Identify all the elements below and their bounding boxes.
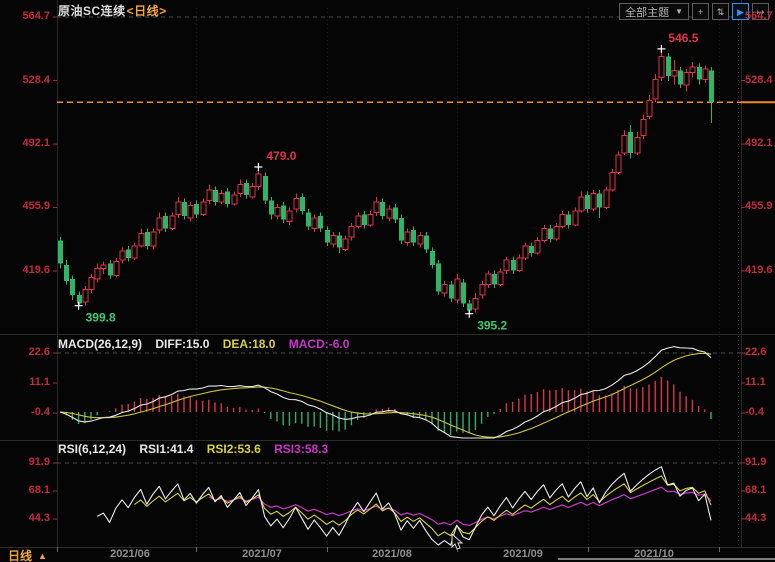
crosshair-icon: +	[697, 6, 704, 17]
themes-dropdown[interactable]: 全部主题 ▼	[619, 3, 689, 20]
date-axis-label: 2021/06	[110, 548, 150, 560]
extreme-price-annotation: 479.0	[266, 149, 296, 163]
date-axis-label: 2021/07	[242, 548, 282, 560]
date-axis-label: 2021/09	[503, 548, 543, 560]
extreme-price-annotation: 395.2	[477, 319, 507, 333]
price-axis-label-left: 492.1	[22, 137, 50, 150]
chevron-down-icon: ▼	[675, 7, 683, 16]
macd-axis-label-right: 22.6	[745, 346, 767, 359]
crosshair-tool-button[interactable]: +	[692, 3, 709, 20]
price-axis-label-left: 419.6	[22, 263, 50, 276]
auto-scale-tool-button[interactable]: ▶	[732, 3, 749, 20]
rsi-axis-label-left: 91.9	[28, 455, 50, 468]
auto-scale-icon: ▶	[737, 6, 744, 17]
h-scrollbar[interactable]	[558, 558, 775, 560]
macd-indicator-labels: MACD(26,12,9) DIFF:15.0 DEA:18.0 MACD:-6…	[58, 337, 359, 351]
period-tag: <日线>	[126, 4, 167, 18]
rsi-title: RSI(6,12,24)	[58, 442, 127, 456]
price-axis-label-right: 492.1	[745, 137, 773, 150]
toolbar: 全部主题 ▼ + ⇅ ▶ ↦	[619, 3, 769, 20]
macd-axis-label-left: 22.6	[28, 346, 50, 359]
rsi1-value: RSI1:41.4	[139, 442, 194, 456]
price-axis-label-right: 455.9	[745, 200, 773, 213]
themes-dropdown-label: 全部主题	[625, 6, 670, 19]
date-axis-label: 2021/08	[372, 548, 412, 560]
extreme-price-annotation: 546.5	[668, 31, 698, 45]
macd-macd-value: MACD:-6.0	[288, 337, 350, 351]
macd-diff-value: DIFF:15.0	[155, 337, 210, 351]
price-axis-label-left: 455.9	[22, 200, 50, 213]
pan-right-icon: ↦	[756, 6, 765, 17]
price-axis-label-right: 528.4	[745, 73, 773, 86]
symbol-name: 原油SC连续	[58, 4, 126, 18]
rsi-axis-label-left: 44.3	[28, 512, 50, 524]
date-axis-label: 2021/10	[634, 548, 674, 560]
price-axis-label-right: 564.7	[745, 10, 773, 22]
period-label: 日线	[8, 549, 33, 562]
macd-title: MACD(26,12,9)	[58, 337, 143, 351]
macd-axis-label-left: 11.1	[29, 376, 50, 389]
rsi-axis-label-left: 68.1	[28, 483, 50, 496]
mouse-cursor	[451, 532, 464, 550]
axis-scale-tool-button[interactable]: ⇅	[712, 3, 729, 20]
rsi-indicator-labels: RSI(6,12,24) RSI1:41.4 RSI2:53.6 RSI3:58…	[58, 442, 338, 456]
pan-right-tool-button[interactable]: ↦	[752, 3, 769, 20]
extreme-price-annotation: 399.8	[86, 311, 116, 325]
macd-dea-value: DEA:18.0	[222, 337, 276, 351]
rsi-axis-label-right: 68.1	[745, 483, 767, 496]
axis-scale-icon: ⇅	[716, 6, 725, 17]
rsi-axis-label-right: 91.9	[745, 455, 767, 468]
rsi3-value: RSI3:58.3	[274, 442, 329, 456]
macd-axis-label-left: -0.4	[31, 406, 50, 419]
price-axis-label-right: 419.6	[745, 263, 773, 276]
rsi2-value: RSI2:53.6	[206, 442, 261, 456]
macd-axis-label-right: -0.4	[745, 406, 764, 419]
rsi-axis-label-right: 44.3	[745, 512, 767, 524]
price-axis-label-left: 564.7	[22, 10, 50, 22]
chart-title: 原油SC连续<日线>	[58, 2, 167, 19]
triangle-up-icon: ▲	[38, 550, 47, 561]
period-selector[interactable]: 日线 ▲	[8, 547, 47, 562]
price-axis-label-left: 528.4	[22, 73, 50, 86]
macd-axis-label-right: 11.1	[745, 376, 766, 389]
